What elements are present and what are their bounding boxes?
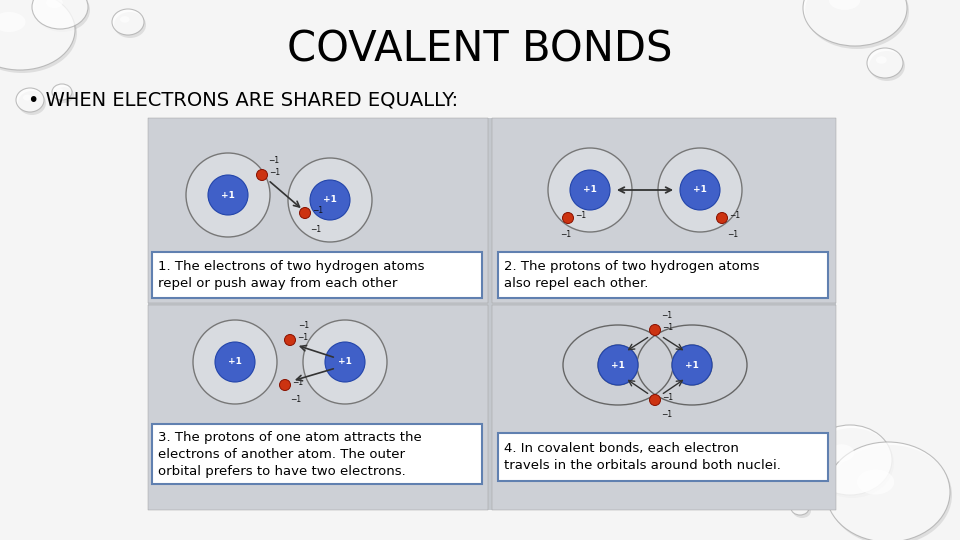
- Text: −1: −1: [560, 230, 571, 239]
- Circle shape: [598, 345, 638, 385]
- Ellipse shape: [32, 0, 88, 29]
- Ellipse shape: [826, 442, 950, 540]
- Ellipse shape: [57, 89, 63, 92]
- Text: −1: −1: [297, 333, 308, 342]
- Ellipse shape: [857, 469, 894, 495]
- Text: 1. The electrons of two hydrogen atoms
repel or push away from each other: 1. The electrons of two hydrogen atoms r…: [158, 260, 424, 290]
- Circle shape: [325, 342, 365, 382]
- Circle shape: [256, 170, 268, 180]
- Text: −1: −1: [661, 410, 672, 419]
- Circle shape: [650, 325, 660, 335]
- Ellipse shape: [769, 483, 795, 503]
- Circle shape: [215, 342, 255, 382]
- FancyBboxPatch shape: [492, 118, 836, 303]
- Text: −1: −1: [727, 230, 738, 239]
- FancyBboxPatch shape: [152, 424, 482, 484]
- Circle shape: [208, 175, 248, 215]
- Ellipse shape: [828, 445, 952, 540]
- Text: −1: −1: [729, 211, 740, 220]
- FancyBboxPatch shape: [498, 252, 828, 298]
- Circle shape: [563, 213, 573, 224]
- Circle shape: [193, 320, 277, 404]
- Ellipse shape: [867, 48, 903, 78]
- Text: −1: −1: [312, 206, 324, 215]
- Text: +1: +1: [324, 195, 337, 205]
- Text: −1: −1: [292, 378, 303, 387]
- Text: +1: +1: [228, 357, 242, 367]
- FancyBboxPatch shape: [152, 252, 482, 298]
- Text: 2. The protons of two hydrogen atoms
also repel each other.: 2. The protons of two hydrogen atoms als…: [504, 260, 759, 290]
- Text: −1: −1: [661, 311, 672, 320]
- Ellipse shape: [54, 87, 74, 103]
- Circle shape: [672, 345, 712, 385]
- Circle shape: [300, 207, 310, 219]
- FancyBboxPatch shape: [492, 305, 836, 510]
- Text: COVALENT BONDS: COVALENT BONDS: [287, 29, 673, 71]
- Circle shape: [680, 170, 720, 210]
- Circle shape: [650, 395, 660, 406]
- Ellipse shape: [793, 504, 811, 518]
- Ellipse shape: [805, 0, 909, 49]
- Text: +1: +1: [221, 191, 235, 199]
- Ellipse shape: [876, 56, 887, 64]
- Ellipse shape: [829, 444, 854, 462]
- Ellipse shape: [34, 0, 90, 32]
- Ellipse shape: [112, 9, 144, 35]
- Ellipse shape: [114, 12, 146, 38]
- Circle shape: [672, 345, 712, 385]
- Ellipse shape: [18, 91, 46, 115]
- Text: 4. In covalent bonds, each electron
travels in the orbitals around both nuclei.: 4. In covalent bonds, each electron trav…: [504, 442, 780, 472]
- Text: −1: −1: [310, 225, 322, 234]
- Ellipse shape: [771, 486, 797, 506]
- Circle shape: [658, 148, 742, 232]
- Circle shape: [548, 148, 632, 232]
- Ellipse shape: [0, 0, 77, 73]
- Ellipse shape: [52, 84, 72, 100]
- Text: +1: +1: [338, 357, 352, 367]
- Circle shape: [303, 320, 387, 404]
- Text: −1: −1: [575, 211, 587, 220]
- Ellipse shape: [806, 421, 834, 443]
- Ellipse shape: [46, 0, 62, 8]
- Ellipse shape: [808, 425, 892, 495]
- Text: −1: −1: [269, 168, 280, 177]
- Circle shape: [716, 213, 728, 224]
- Circle shape: [598, 345, 638, 385]
- Text: +1: +1: [612, 361, 625, 369]
- Ellipse shape: [869, 51, 905, 81]
- Text: −1: −1: [662, 393, 673, 402]
- Ellipse shape: [808, 424, 836, 446]
- Text: −1: −1: [268, 156, 279, 165]
- Ellipse shape: [810, 428, 894, 498]
- Ellipse shape: [791, 501, 809, 515]
- Circle shape: [310, 180, 350, 220]
- Text: • WHEN ELECTRONS ARE SHARED EQUALLY:: • WHEN ELECTRONS ARE SHARED EQUALLY:: [28, 91, 458, 110]
- Circle shape: [288, 158, 372, 242]
- Ellipse shape: [120, 16, 130, 23]
- Ellipse shape: [813, 427, 822, 433]
- Text: −1: −1: [290, 395, 301, 404]
- Text: −1: −1: [298, 321, 309, 330]
- Circle shape: [570, 170, 610, 210]
- Circle shape: [186, 153, 270, 237]
- Ellipse shape: [829, 0, 860, 10]
- Ellipse shape: [776, 489, 783, 494]
- Ellipse shape: [0, 12, 26, 32]
- Text: 3. The protons of one atom attracts the
electrons of another atom. The outer
orb: 3. The protons of one atom attracts the …: [158, 430, 421, 477]
- Text: −1: −1: [662, 323, 673, 332]
- FancyBboxPatch shape: [498, 433, 828, 481]
- Circle shape: [284, 334, 296, 346]
- FancyBboxPatch shape: [148, 118, 488, 303]
- Ellipse shape: [16, 88, 44, 112]
- Ellipse shape: [796, 505, 801, 508]
- Text: +1: +1: [693, 186, 707, 194]
- Ellipse shape: [23, 94, 32, 100]
- Text: +1: +1: [583, 186, 597, 194]
- Text: +1: +1: [685, 361, 699, 369]
- Circle shape: [279, 380, 291, 390]
- Ellipse shape: [0, 0, 75, 70]
- FancyBboxPatch shape: [148, 118, 836, 510]
- FancyBboxPatch shape: [148, 305, 488, 510]
- Ellipse shape: [803, 0, 907, 46]
